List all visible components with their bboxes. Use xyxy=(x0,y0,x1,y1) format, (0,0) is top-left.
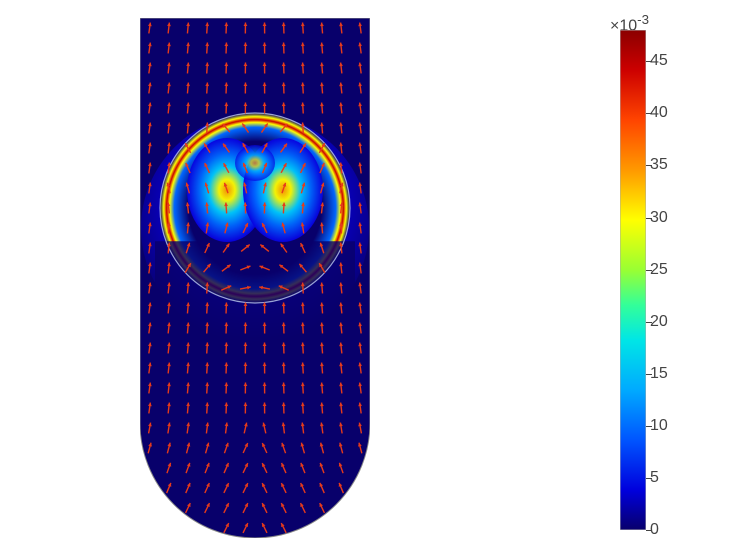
colorbar-tick-mark xyxy=(646,426,652,427)
colorbar-tick-mark xyxy=(646,322,652,323)
colorbar-tick-label: 45 xyxy=(650,52,668,70)
colorbar-tick-label: 15 xyxy=(650,365,668,383)
colorbar-tick-mark xyxy=(646,270,652,271)
colorbar-tick-mark xyxy=(646,165,652,166)
colorbar-tick-mark xyxy=(646,374,652,375)
plot-svg xyxy=(140,18,370,538)
colorbar-tick-label: 40 xyxy=(650,104,668,122)
colorbar xyxy=(620,30,646,530)
colorbar-tick-label: 35 xyxy=(650,156,668,174)
colorbar-tick-label: 10 xyxy=(650,417,668,435)
colorbar-svg xyxy=(620,30,646,530)
colorbar-tick-label: 30 xyxy=(650,209,668,227)
colorbar-tick-mark xyxy=(646,218,652,219)
colorbar-tick-mark xyxy=(646,61,652,62)
colorbar-tick-mark xyxy=(646,478,652,479)
velocity-field-plot xyxy=(140,18,370,538)
colorbar-tick-label: 25 xyxy=(650,261,668,279)
colorbar-tick-label: 20 xyxy=(650,313,668,331)
colorbar-tick-mark xyxy=(646,113,652,114)
colorbar-tick-mark xyxy=(646,530,652,531)
